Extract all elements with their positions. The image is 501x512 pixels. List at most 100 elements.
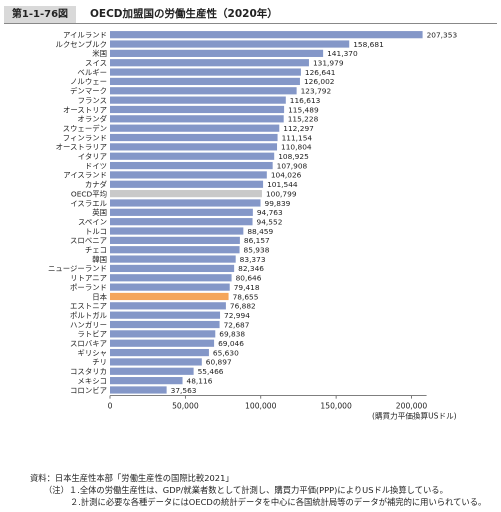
bar bbox=[110, 190, 262, 198]
value-label: 88,459 bbox=[247, 227, 273, 236]
x-tick-label: 50,000 bbox=[172, 402, 199, 411]
bar bbox=[110, 152, 275, 160]
value-label: 65,630 bbox=[213, 348, 239, 357]
category-label: ラトビア bbox=[77, 330, 107, 339]
value-label: 116,613 bbox=[290, 96, 321, 105]
category-label: リトアニア bbox=[70, 274, 107, 283]
value-label: 158,681 bbox=[353, 40, 384, 49]
category-label: ポーランド bbox=[70, 283, 107, 292]
value-label: 123,792 bbox=[301, 87, 332, 96]
category-label: エストニア bbox=[70, 302, 107, 311]
category-label: アイルランド bbox=[63, 30, 107, 39]
bar bbox=[110, 255, 236, 263]
category-label: コロンビア bbox=[70, 386, 107, 395]
value-label: 82,346 bbox=[238, 264, 264, 273]
category-label: イタリア bbox=[78, 152, 107, 161]
value-label: 48,116 bbox=[187, 376, 213, 385]
x-axis-ticks: 0 50,000 100,000 150,000 200,000 bbox=[108, 395, 427, 411]
bar bbox=[110, 115, 284, 123]
category-label: スウェーデン bbox=[63, 124, 107, 133]
bar bbox=[110, 171, 267, 179]
bar bbox=[110, 59, 309, 67]
category-label: ハンガリー bbox=[70, 320, 107, 329]
value-label: 69,046 bbox=[218, 339, 244, 348]
value-label: 94,552 bbox=[257, 217, 283, 226]
value-labels: 207,353 158,681141,370131,979126,641126,0… bbox=[171, 30, 458, 394]
value-label: 107,908 bbox=[277, 161, 308, 170]
bar bbox=[110, 283, 230, 291]
value-label: 108,925 bbox=[278, 152, 309, 161]
category-label: フランス bbox=[78, 96, 107, 105]
bar bbox=[110, 49, 324, 57]
value-label: 131,979 bbox=[313, 59, 344, 68]
value-label: 126,641 bbox=[305, 68, 336, 77]
value-label: 76,882 bbox=[230, 302, 256, 311]
bar bbox=[110, 218, 253, 226]
value-label: 100,799 bbox=[266, 189, 297, 198]
bar bbox=[110, 311, 221, 319]
category-label: チェコ bbox=[85, 246, 107, 255]
category-label: カナダ bbox=[85, 180, 108, 189]
bar bbox=[110, 124, 280, 132]
bar bbox=[110, 302, 226, 310]
category-label: ルクセンブルク bbox=[55, 40, 107, 49]
bar bbox=[110, 348, 209, 357]
category-label: デンマーク bbox=[70, 87, 107, 96]
value-label: 94,763 bbox=[257, 208, 283, 217]
notes: 資料：日本生産性本部「労働生産性の国際比較2021」 （注）１.全体の労働生産性… bbox=[30, 472, 495, 508]
category-label: メキシコ bbox=[77, 376, 107, 385]
value-label: 99,839 bbox=[265, 199, 291, 208]
bar bbox=[110, 358, 202, 366]
category-label: スロバキア bbox=[70, 339, 107, 348]
value-label: 141,370 bbox=[327, 49, 358, 58]
bar bbox=[110, 77, 300, 86]
bar bbox=[110, 143, 278, 151]
category-label: ノルウェー bbox=[70, 77, 107, 86]
category-label: コスタリカ bbox=[70, 367, 107, 376]
value-label: 207,353 bbox=[427, 30, 458, 39]
bar bbox=[110, 227, 244, 235]
value-label: 80,646 bbox=[236, 274, 262, 283]
bar bbox=[110, 180, 264, 188]
value-label: 60,897 bbox=[206, 358, 232, 367]
category-label: イスラエル bbox=[70, 199, 107, 208]
figure-title: OECD加盟国の労働生産性（2020年） bbox=[90, 8, 278, 20]
value-label: 111,154 bbox=[282, 133, 313, 142]
value-label: 78,655 bbox=[233, 292, 259, 301]
figure-number: 第1-1-76図 bbox=[4, 6, 76, 23]
category-label: 英国 bbox=[92, 208, 107, 217]
category-labels: アイルランドルクセンブルク米国スイスベルギーノルウェーデンマークフランスオースト… bbox=[48, 30, 108, 394]
value-label: 72,687 bbox=[224, 320, 250, 329]
bar bbox=[110, 367, 194, 375]
value-label: 101,544 bbox=[267, 180, 298, 189]
note-2: ２.計測に必要な各種データにはOECDの統計データを中心に各国統計局等のデータが… bbox=[70, 497, 487, 507]
bar bbox=[110, 87, 297, 95]
category-label: アイスランド bbox=[63, 171, 107, 180]
x-tick-label: 0 bbox=[108, 402, 113, 411]
value-label: 72,994 bbox=[224, 311, 250, 320]
productivity-bar-chart: アイルランドルクセンブルク米国スイスベルギーノルウェーデンマークフランスオースト… bbox=[48, 30, 458, 421]
x-tick-label: 150,000 bbox=[320, 402, 352, 411]
x-axis-label: (購買力平価換算USドル) bbox=[372, 411, 457, 421]
bar bbox=[110, 208, 253, 216]
bar bbox=[110, 320, 220, 329]
bar bbox=[110, 330, 216, 338]
bar bbox=[110, 264, 235, 273]
value-label: 79,418 bbox=[234, 283, 260, 292]
bar bbox=[110, 274, 232, 282]
value-label: 85,938 bbox=[244, 246, 270, 255]
category-label: ベルギー bbox=[77, 68, 107, 77]
category-label: スロベニア bbox=[70, 236, 107, 245]
category-label: OECD平均 bbox=[71, 189, 107, 198]
bar bbox=[110, 386, 167, 394]
bar bbox=[110, 199, 261, 207]
category-label: ドイツ bbox=[85, 161, 107, 170]
value-label: 83,373 bbox=[240, 255, 266, 264]
category-label: 日本 bbox=[92, 292, 107, 301]
bar bbox=[110, 40, 350, 48]
category-label: スイス bbox=[85, 59, 107, 68]
bar bbox=[110, 105, 285, 114]
bar bbox=[110, 292, 229, 301]
category-label: チリ bbox=[92, 358, 107, 367]
category-label: オランダ bbox=[77, 115, 107, 124]
